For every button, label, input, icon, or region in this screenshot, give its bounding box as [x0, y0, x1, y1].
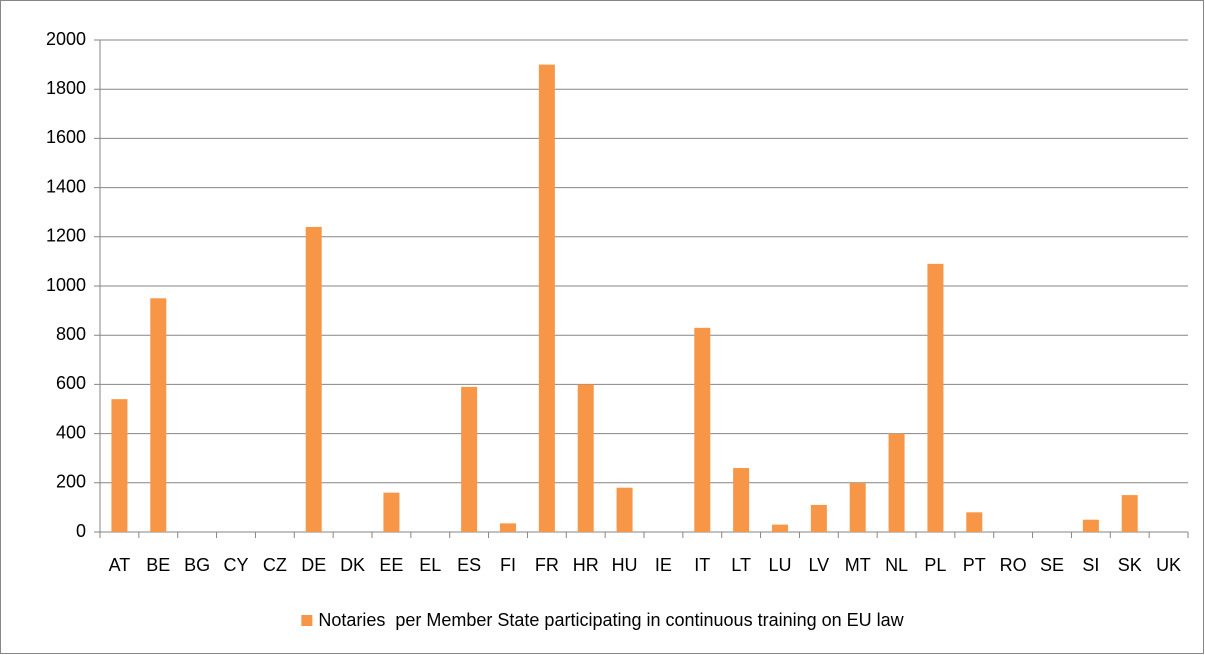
bar [500, 523, 516, 532]
x-tick-label: CZ [263, 555, 287, 575]
bar [810, 504, 827, 532]
y-tick-label: 2000 [46, 29, 86, 49]
bar [538, 64, 555, 532]
x-tick-label: HU [612, 555, 638, 575]
y-tick-label: 1200 [46, 226, 86, 246]
bar [577, 384, 594, 532]
x-tick-label: IT [694, 555, 710, 575]
x-tick-label: EE [379, 555, 403, 575]
y-tick-label: 400 [56, 422, 86, 442]
x-tick-label: ES [457, 555, 481, 575]
bar [305, 226, 322, 532]
x-tick-label: FR [535, 555, 559, 575]
x-tick-label: LU [768, 555, 791, 575]
x-tick-label: LV [809, 555, 830, 575]
x-tick-label: SK [1118, 555, 1142, 575]
y-tick-label: 800 [56, 324, 86, 344]
bar [150, 298, 167, 532]
x-tick-label: DE [301, 555, 326, 575]
x-tick-label: UK [1156, 555, 1181, 575]
y-tick-label: 200 [56, 472, 86, 492]
x-tick-label: SE [1040, 555, 1064, 575]
bar [772, 524, 788, 532]
x-tick-label: MT [845, 555, 871, 575]
x-tick-label: LT [731, 555, 751, 575]
y-tick-label: 0 [76, 521, 86, 541]
y-tick-label: 600 [56, 373, 86, 393]
bar [694, 327, 711, 532]
x-tick-label: IE [655, 555, 672, 575]
x-tick-label: NL [885, 555, 908, 575]
y-tick-label: 1400 [46, 176, 86, 196]
y-tick-label: 1600 [46, 127, 86, 147]
x-tick-label: RO [1000, 555, 1027, 575]
x-tick-label: PL [924, 555, 946, 575]
legend-swatch [301, 615, 313, 626]
legend-label: Notaries per Member State participating … [318, 610, 904, 630]
x-tick-label: CY [223, 555, 248, 575]
x-tick-label: EL [419, 555, 441, 575]
x-tick-label: SI [1082, 555, 1099, 575]
x-tick-label: BG [184, 555, 210, 575]
y-tick-label: 1000 [46, 275, 86, 295]
bar [966, 512, 983, 532]
bar [616, 487, 633, 532]
bar [888, 433, 905, 532]
bar [927, 263, 944, 532]
x-tick-label: FI [500, 555, 516, 575]
bar [111, 399, 128, 532]
x-tick-label: BE [146, 555, 170, 575]
y-tick-label: 1800 [46, 78, 86, 98]
x-tick-label: DK [340, 555, 365, 575]
bar [383, 492, 400, 532]
x-tick-label: PT [963, 555, 986, 575]
bar [733, 468, 750, 532]
bar [1082, 519, 1099, 532]
bar [1121, 495, 1138, 532]
bar [461, 386, 478, 532]
bar [849, 482, 866, 532]
x-tick-label: HR [573, 555, 599, 575]
x-tick-label: AT [109, 555, 131, 575]
